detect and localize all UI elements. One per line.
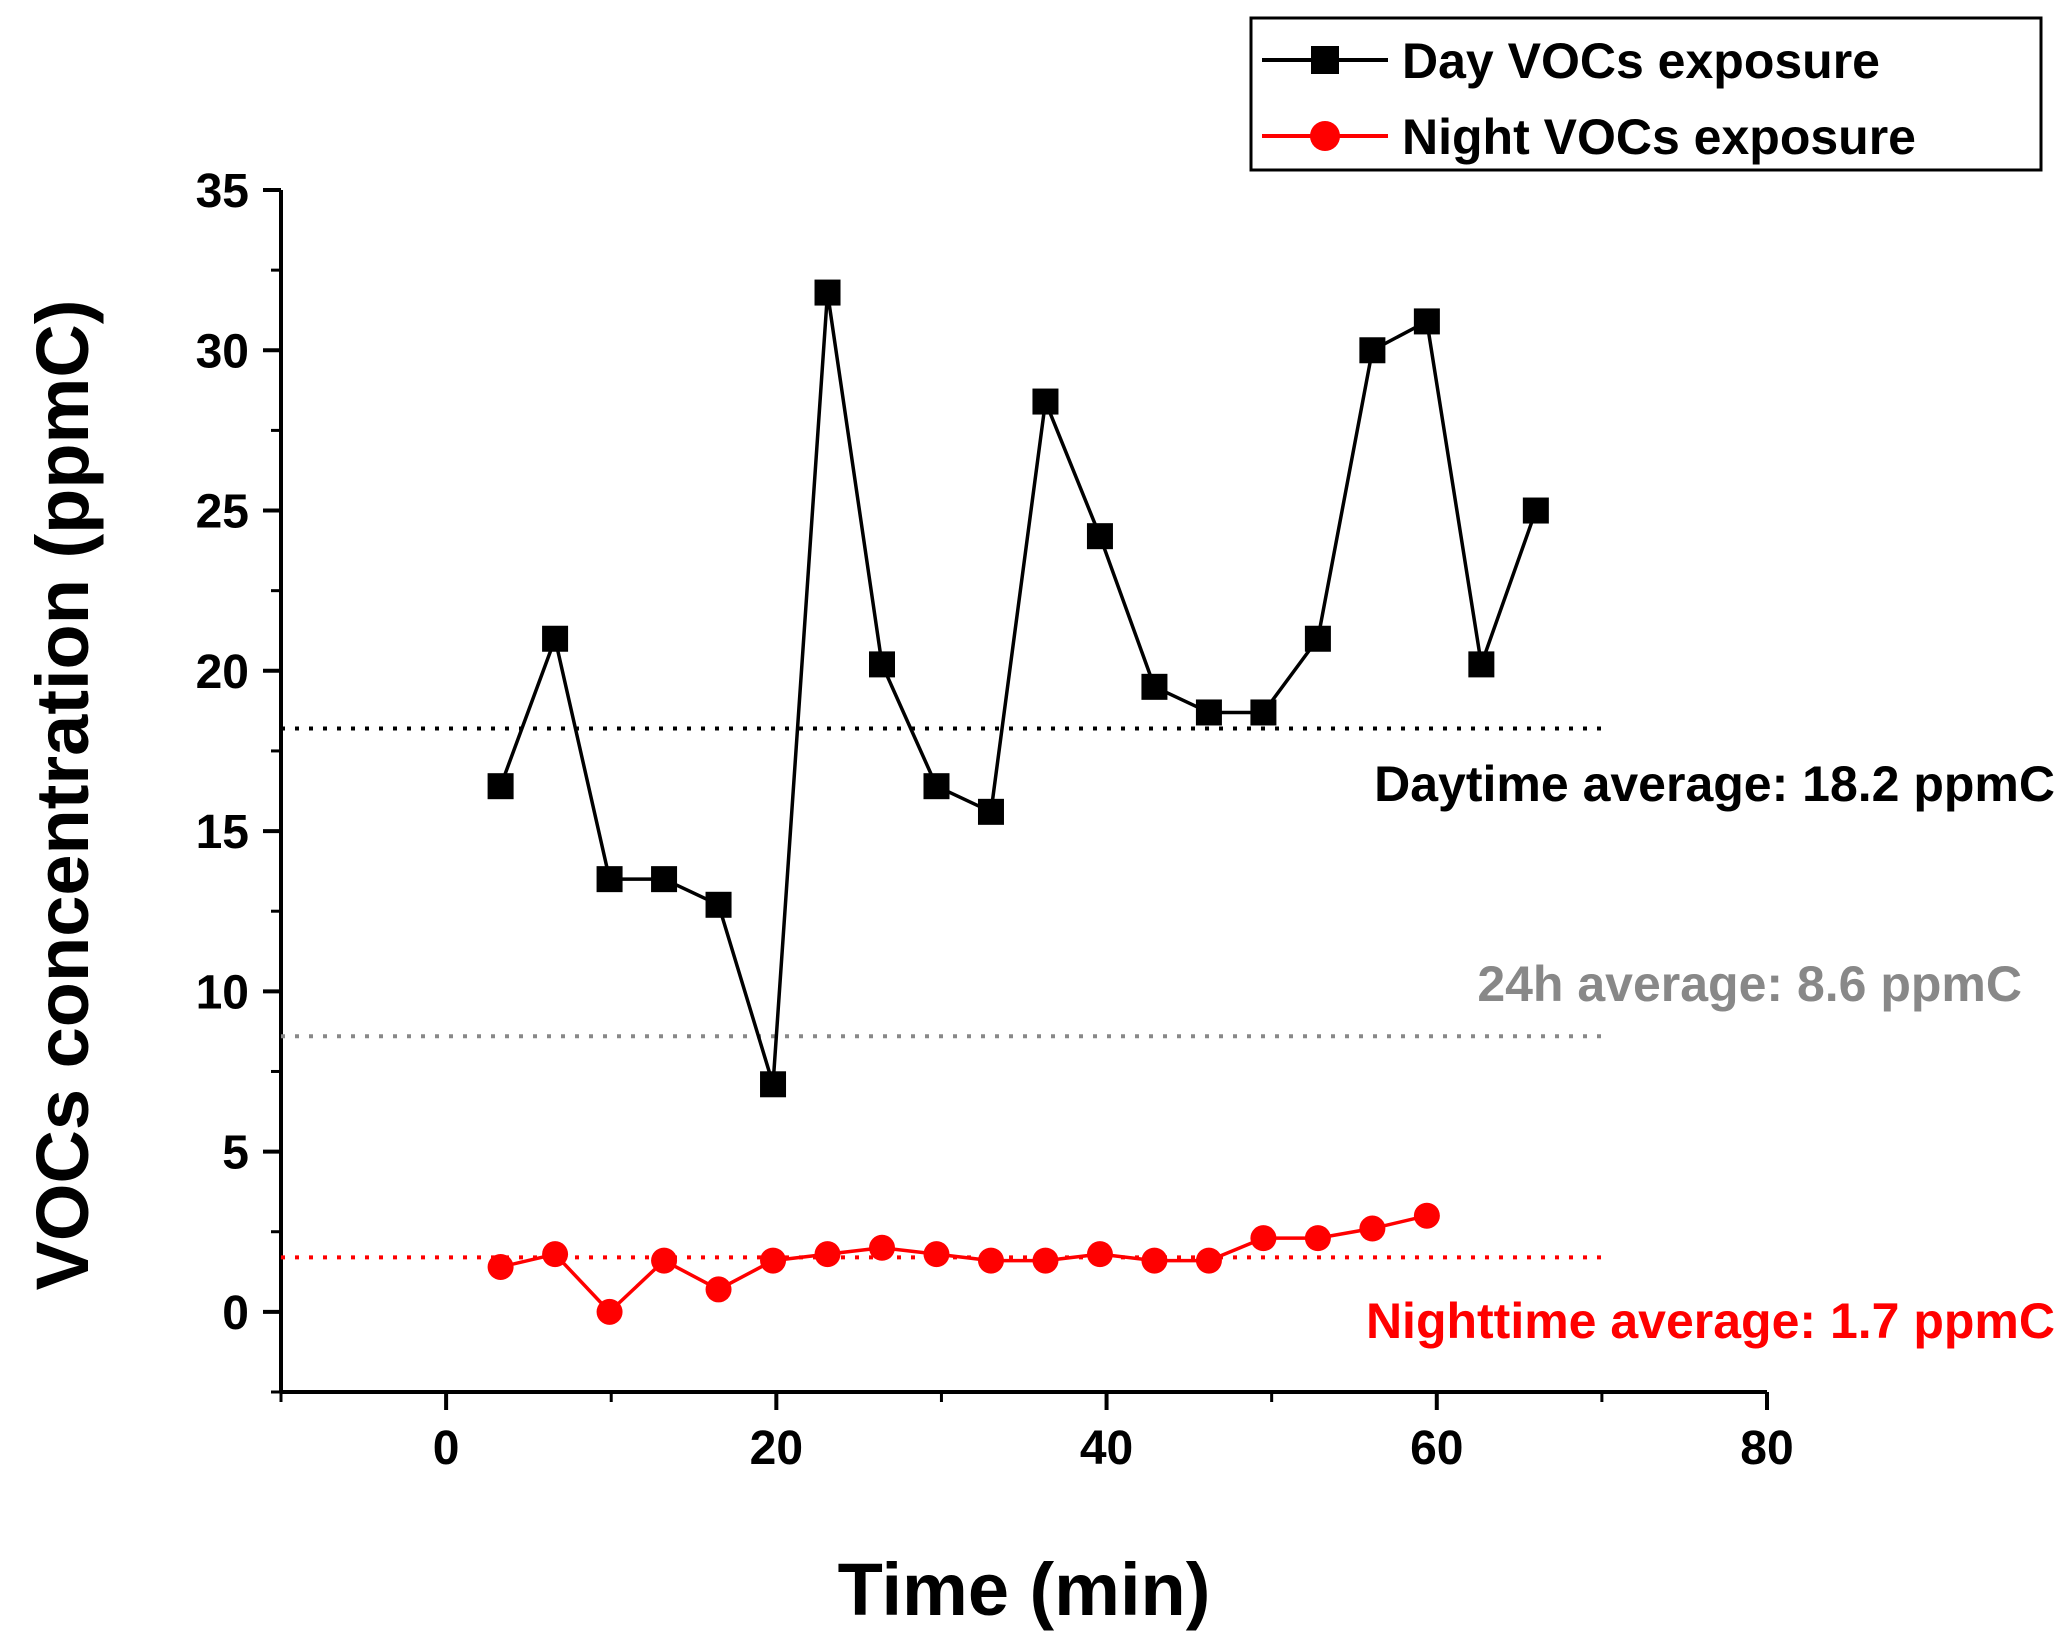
series-line-night xyxy=(500,1214,1428,1314)
x-tick-label: 80 xyxy=(1740,1422,1793,1475)
y-tick-label: 25 xyxy=(196,486,249,539)
y-tick-label: 5 xyxy=(222,1127,249,1180)
daytime-average-label: Daytime average: 18.2 ppmC xyxy=(1374,756,2055,812)
y-tick-label: 10 xyxy=(196,966,249,1019)
y-tick-label: 20 xyxy=(196,646,249,699)
legend: Day VOCs exposure Night VOCs exposure xyxy=(1249,16,2043,172)
y-tick-label: 15 xyxy=(196,806,249,859)
legend-label-night: Night VOCs exposure xyxy=(1402,109,1916,165)
day-data-point xyxy=(814,279,841,306)
series-line-day xyxy=(498,290,1538,1087)
reference-labels: Daytime average: 18.2 ppmC 24h average: … xyxy=(1366,756,2055,1349)
tick-labels: 0 5 10 15 20 25 30 35 0 20 40 60 80 xyxy=(196,165,1794,1475)
day-data-point xyxy=(1359,337,1386,364)
day-data-point xyxy=(1195,699,1222,726)
day-data-point xyxy=(760,1071,787,1098)
day-data-point xyxy=(923,773,950,800)
day-data-point xyxy=(1468,651,1495,678)
day-data-point xyxy=(869,651,896,678)
y-tick-label: 0 xyxy=(222,1287,249,1340)
day-data-point xyxy=(1086,523,1113,550)
day-data-point xyxy=(651,866,678,893)
day-data-point xyxy=(542,625,569,652)
day-data-point xyxy=(1522,497,1549,524)
night-data-point xyxy=(542,1241,569,1268)
legend-marker-day xyxy=(1311,46,1339,74)
x-tick-label: 60 xyxy=(1410,1422,1463,1475)
night-data-point xyxy=(1141,1247,1168,1274)
day-data-point xyxy=(977,798,1004,825)
day-data-point xyxy=(596,866,623,893)
night-data-point xyxy=(705,1276,732,1303)
night-data-point xyxy=(977,1247,1004,1274)
night-data-point xyxy=(1195,1247,1222,1274)
night-data-point xyxy=(1032,1247,1059,1274)
night-data-point xyxy=(1250,1225,1277,1252)
nighttime-average-label: Nighttime average: 1.7 ppmC xyxy=(1366,1293,2055,1349)
night-data-point xyxy=(760,1247,787,1274)
day-data-point xyxy=(1413,308,1440,335)
night-data-point xyxy=(487,1253,514,1280)
x-tick-label: 0 xyxy=(433,1422,460,1475)
axes xyxy=(279,190,1767,1394)
legend-label-day: Day VOCs exposure xyxy=(1402,33,1880,89)
y-axis-title: VOCs concentration (ppmC) xyxy=(21,300,104,1291)
day-data-point xyxy=(1141,673,1168,700)
night-data-point xyxy=(869,1234,896,1261)
day-data-point xyxy=(1032,388,1059,415)
night-data-point xyxy=(1359,1215,1386,1242)
ticks xyxy=(263,188,1769,1410)
day-data-point xyxy=(705,891,732,918)
x-tick-label: 40 xyxy=(1080,1422,1133,1475)
day-data-point xyxy=(487,773,514,800)
legend-marker-night xyxy=(1310,121,1340,151)
night-data-point xyxy=(1413,1202,1440,1229)
x-tick-label: 20 xyxy=(750,1422,803,1475)
y-tick-label: 30 xyxy=(196,325,249,378)
x-axis-title: Time (min) xyxy=(838,1548,1211,1631)
night-data-point xyxy=(923,1241,950,1268)
y-tick-label: 35 xyxy=(196,165,249,218)
night-data-point xyxy=(596,1298,623,1325)
day-data-point xyxy=(1304,625,1331,652)
night-data-point xyxy=(1086,1241,1113,1268)
legend-box xyxy=(1249,16,2043,172)
night-data-point xyxy=(814,1241,841,1268)
markers xyxy=(487,279,1549,1325)
night-data-point xyxy=(1304,1225,1331,1252)
day-data-point xyxy=(1250,699,1277,726)
24h-average-label: 24h average: 8.6 ppmC xyxy=(1477,956,2022,1012)
night-data-point xyxy=(651,1247,678,1274)
